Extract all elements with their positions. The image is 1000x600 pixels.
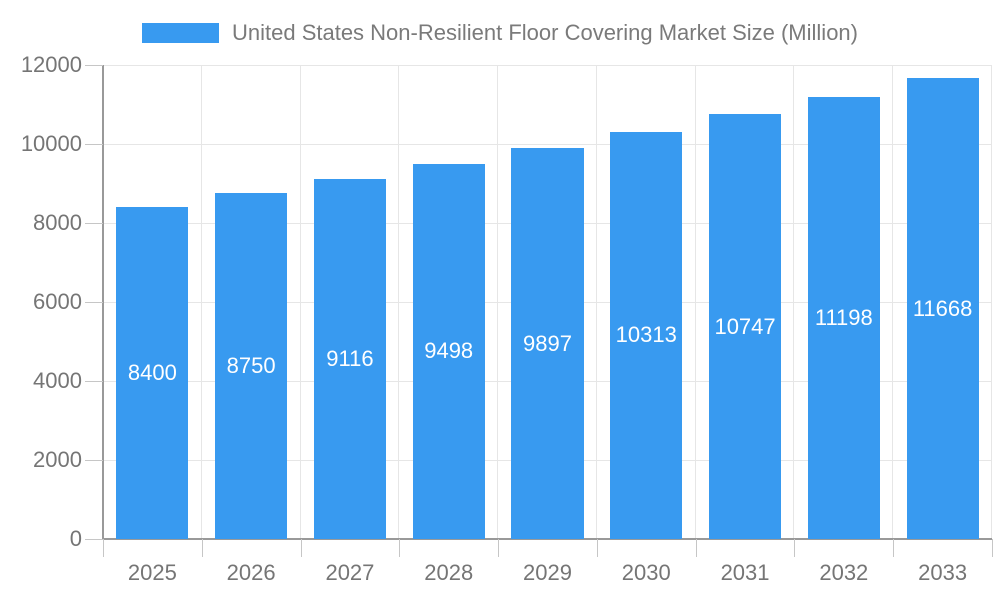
legend-swatch: [141, 23, 219, 43]
x-gridline: [793, 65, 795, 539]
x-gridline: [398, 65, 400, 539]
x-gridline: [991, 65, 992, 539]
x-axis-tick: [695, 539, 697, 557]
x-gridline: [892, 65, 894, 539]
bar-value-label: 8400: [127, 360, 177, 386]
y-gridline: [103, 144, 992, 145]
bar-value-label: 11668: [912, 295, 973, 321]
y-axis-label: 4000: [33, 368, 82, 393]
x-axis-label: 2028: [424, 560, 474, 585]
x-gridline: [694, 65, 696, 539]
bar-value-label: 9116: [326, 345, 374, 371]
bar-2026[interactable]: 8750: [215, 193, 288, 539]
y-axis-label: 2000: [33, 447, 82, 472]
bar-value-label: 9498: [424, 338, 474, 364]
bar-value-label: 9897: [523, 330, 572, 356]
bar-2027[interactable]: 9116: [313, 178, 386, 539]
y-axis-label: 10000: [20, 131, 82, 156]
x-axis-label: 2027: [325, 560, 375, 585]
legend-item[interactable]: United States Non-Resilient Floor Coveri…: [0, 17, 1000, 49]
y-axis-tick: [85, 223, 103, 224]
x-axis-label: 2030: [621, 560, 671, 585]
bar-value-label: 10313: [615, 322, 677, 348]
x-axis-tick: [201, 539, 203, 557]
x-axis-tick: [596, 539, 598, 557]
x-gridline: [497, 65, 499, 539]
x-axis-label: 2029: [523, 560, 572, 585]
y-axis-label: 6000: [33, 289, 82, 314]
x-axis-line: [102, 538, 992, 540]
y-axis-tick: [85, 460, 103, 461]
bar-2033[interactable]: 11668: [906, 78, 979, 539]
y-axis-tick: [85, 539, 103, 540]
y-axis-tick: [85, 65, 103, 66]
y-axis-label: 0: [69, 526, 82, 551]
y-axis-label: 8000: [33, 210, 82, 235]
x-axis-tick: [399, 539, 401, 557]
x-gridline: [595, 65, 597, 539]
bar-2025[interactable]: 8400: [116, 207, 189, 539]
x-axis-tick: [498, 539, 500, 557]
bar-2030[interactable]: 10313: [610, 131, 683, 539]
x-axis-tick: [893, 539, 895, 557]
x-axis-label: 2031: [720, 560, 770, 585]
x-gridline: [299, 65, 301, 539]
y-axis-tick: [85, 144, 103, 145]
x-axis-tick: [103, 539, 104, 557]
legend-label: United States Non-Resilient Floor Coveri…: [231, 20, 858, 45]
bar-2028[interactable]: 9498: [412, 163, 485, 539]
bar-value-label: 8750: [226, 353, 276, 379]
y-axis-label: 12000: [20, 52, 82, 77]
x-axis-tick: [794, 539, 796, 557]
y-axis-line: [102, 65, 104, 540]
y-gridline: [103, 65, 992, 66]
bar-value-label: 10747: [714, 313, 776, 339]
x-gridline: [200, 65, 202, 539]
x-axis-label: 2026: [226, 560, 276, 585]
x-axis-label: 2025: [127, 560, 177, 585]
bar-2031[interactable]: 10747: [709, 114, 782, 539]
y-axis-tick: [85, 302, 103, 303]
y-axis-tick: [85, 381, 103, 382]
x-axis-tick: [992, 539, 993, 557]
bar-2032[interactable]: 11198: [807, 96, 880, 539]
bar-value-label: 11198: [814, 304, 873, 330]
bar-2029[interactable]: 9897: [511, 148, 584, 539]
x-axis-label: 2033: [918, 560, 968, 585]
x-axis-label: 2032: [819, 560, 869, 585]
x-axis-tick: [300, 539, 302, 557]
